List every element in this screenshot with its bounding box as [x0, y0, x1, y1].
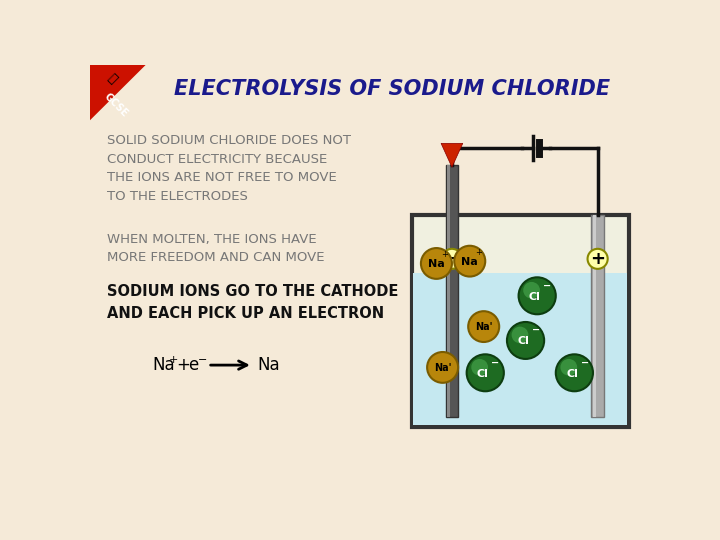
- Circle shape: [454, 246, 485, 276]
- Text: −: −: [544, 281, 552, 291]
- Text: ELECTROLYSIS OF SODIUM CHLORIDE: ELECTROLYSIS OF SODIUM CHLORIDE: [174, 79, 611, 99]
- Text: SODIUM IONS GO TO THE CATHODE
AND EACH PICK UP AN ELECTRON: SODIUM IONS GO TO THE CATHODE AND EACH P…: [107, 284, 398, 321]
- Text: Cl: Cl: [529, 292, 541, 301]
- Text: Cl: Cl: [517, 336, 529, 346]
- Text: +: +: [177, 356, 196, 374]
- Text: +: +: [474, 248, 482, 257]
- Bar: [413, 273, 627, 425]
- Circle shape: [518, 278, 556, 314]
- Text: Na': Na': [434, 363, 451, 373]
- Bar: [593, 215, 596, 417]
- Text: GCSE: GCSE: [102, 91, 130, 119]
- Text: WHEN MOLTEN, THE IONS HAVE
MORE FREEDOM AND CAN MOVE: WHEN MOLTEN, THE IONS HAVE MORE FREEDOM …: [107, 233, 325, 264]
- Text: −: −: [492, 357, 500, 368]
- Circle shape: [421, 248, 452, 279]
- Polygon shape: [90, 65, 145, 120]
- Circle shape: [588, 249, 608, 269]
- Circle shape: [442, 249, 462, 269]
- Circle shape: [468, 311, 499, 342]
- Text: Na: Na: [428, 259, 445, 269]
- Circle shape: [467, 354, 504, 392]
- Circle shape: [427, 352, 458, 383]
- Text: SOLID SODIUM CHLORIDE DOES NOT
CONDUCT ELECTRICITY BECAUSE
THE IONS ARE NOT FREE: SOLID SODIUM CHLORIDE DOES NOT CONDUCT E…: [107, 134, 351, 202]
- Text: Na: Na: [258, 356, 280, 374]
- Text: +: +: [590, 250, 605, 268]
- Text: e: e: [189, 356, 199, 374]
- Bar: [412, 215, 629, 427]
- Circle shape: [523, 282, 540, 299]
- Text: −: −: [444, 250, 459, 268]
- Text: Na: Na: [152, 356, 175, 374]
- Text: −: −: [198, 355, 207, 366]
- Circle shape: [560, 359, 577, 376]
- Text: +: +: [169, 355, 179, 366]
- Bar: [446, 165, 458, 417]
- Circle shape: [507, 322, 544, 359]
- Text: −: −: [531, 325, 540, 335]
- Text: −: −: [580, 357, 589, 368]
- Bar: [447, 165, 451, 417]
- Text: Cl: Cl: [566, 369, 578, 379]
- Bar: [591, 215, 604, 417]
- Circle shape: [472, 359, 488, 376]
- Text: +: +: [441, 251, 449, 260]
- Text: Na': Na': [475, 322, 492, 332]
- Text: 🌲: 🌲: [104, 71, 119, 86]
- Text: Cl: Cl: [477, 369, 489, 379]
- Circle shape: [512, 327, 528, 343]
- Polygon shape: [441, 143, 463, 167]
- Text: Na: Na: [462, 257, 478, 267]
- Circle shape: [556, 354, 593, 392]
